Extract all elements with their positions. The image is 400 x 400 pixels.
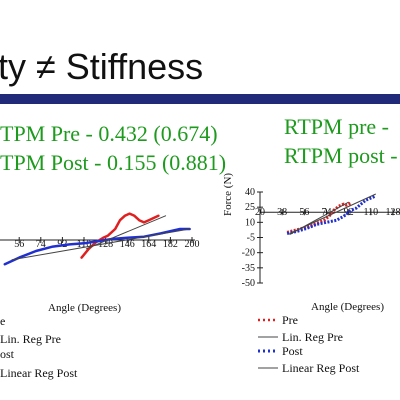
right-legend: Pre Lin. Reg Pre Post Linear Reg Post: [256, 313, 400, 383]
left-x-tick-label: 74: [36, 239, 46, 250]
left-x-tick-label: 128: [98, 239, 113, 250]
right-x-tick-label: 92: [344, 207, 354, 218]
right-y-axis-title: Force (N): [222, 172, 234, 216]
slide-title: ty ≠ Stiffness: [0, 46, 204, 87]
left-stat-post: TPM Post - 0.155 (0.881): [0, 150, 227, 175]
right-x-tick-label: 110: [364, 207, 379, 218]
right-legend-swatches: [258, 318, 278, 369]
left-chart: 56 74 92 110 128 146 164 182 200: [0, 212, 200, 266]
left-x-tick-label: 164: [141, 239, 156, 250]
right-stat-pre: RTPM pre -: [284, 114, 390, 139]
left-series-linear-reg-post: [11, 228, 191, 261]
left-legend-item-post: ost: [0, 347, 15, 361]
left-x-tick-label: 56: [14, 239, 24, 250]
left-x-axis-title: Angle (Degrees): [48, 302, 121, 314]
right-y-tick-label: -20: [242, 248, 255, 259]
right-x-tick-label: 128: [386, 207, 400, 218]
right-legend-item-linreg-post: Linear Reg Post: [282, 361, 360, 375]
left-stat-pre: TPM Pre - 0.432 (0.674): [0, 121, 218, 146]
right-x-tick-label: 20: [255, 207, 265, 218]
right-legend-item-pre: Pre: [282, 313, 298, 327]
right-y-tick-label: -50: [242, 278, 255, 289]
left-x-tick-label: 146: [120, 239, 135, 250]
right-y-tick-label: 25: [245, 202, 255, 213]
right-stat-post: RTPM post -: [284, 143, 398, 168]
right-x-tick-label: 38: [277, 207, 287, 218]
right-x-axis-title: Angle (Degrees): [311, 301, 384, 313]
right-series-linear-reg-post: [289, 193, 377, 234]
left-legend-item-linreg-post: Linear Reg Post: [0, 366, 78, 380]
left-series-lin-reg-pre: [85, 215, 167, 250]
right-y-tick-label: -35: [242, 263, 255, 274]
right-chart: 20 38 56 74 92 110 128 40 25 10 -5 -20 -35 -50: [242, 187, 400, 289]
right-y-tick-label: 40: [245, 187, 255, 198]
right-x-tick-label: 56: [299, 207, 309, 218]
right-legend-item-post: Post: [282, 344, 303, 358]
left-x-tick-label: 200: [185, 239, 200, 250]
left-legend-item-linreg-pre: Lin. Reg Pre: [0, 332, 61, 346]
title-rule: [0, 94, 400, 104]
right-legend-item-linreg-pre: Lin. Reg Pre: [282, 330, 343, 344]
right-x-tick-label: 74: [322, 207, 332, 218]
left-x-tick-label: 182: [163, 239, 178, 250]
left-series-post: [3, 227, 191, 266]
right-y-tick-label: 10: [245, 217, 255, 228]
left-legend-item-pre: e: [0, 314, 6, 328]
right-y-tick-label: -5: [247, 233, 255, 244]
